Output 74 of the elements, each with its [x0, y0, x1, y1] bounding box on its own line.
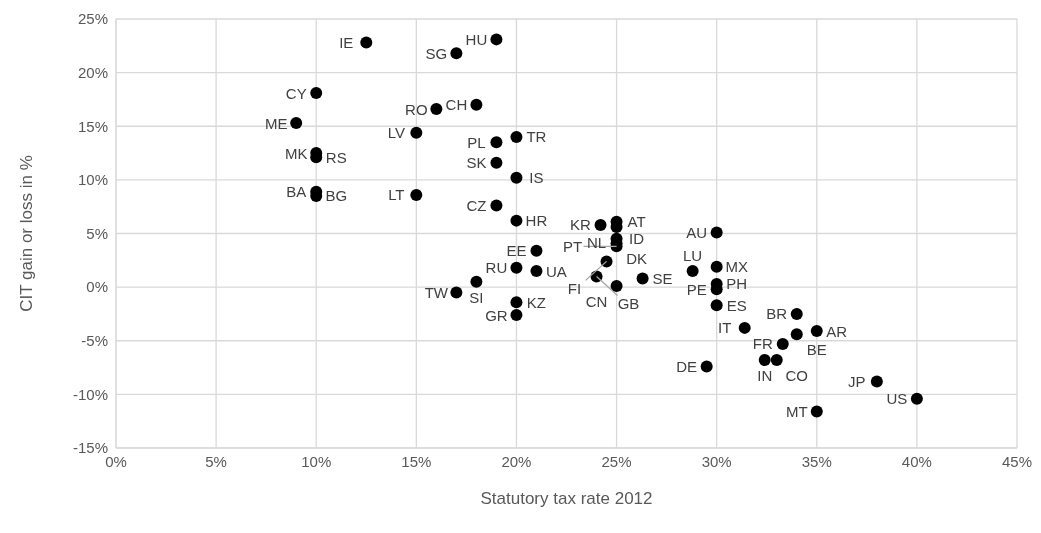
annotation: CN — [585, 293, 608, 311]
annotation: ID — [629, 230, 645, 248]
annotation: CZ — [466, 197, 487, 215]
annotation: LV — [387, 124, 405, 142]
annotation: SK — [466, 154, 487, 172]
x-tick-label: 30% — [701, 452, 732, 470]
annotation: PE — [686, 280, 707, 298]
annotation: RU — [485, 259, 508, 277]
annotation: DE — [676, 357, 698, 375]
x-tick-label: 15% — [401, 452, 432, 470]
annotation: LT — [388, 186, 405, 204]
x-tick-label: 0% — [105, 452, 127, 470]
annotation: DK — [626, 250, 647, 268]
annotation: AU — [686, 223, 708, 241]
annotation: MX — [725, 258, 748, 276]
x-tick-label: 25% — [601, 452, 632, 470]
annotation: BG — [325, 187, 348, 205]
x-tick-label: 10% — [301, 452, 332, 470]
annotation: RS — [325, 148, 347, 166]
annotation: BE — [806, 341, 827, 359]
annotation: PT — [562, 237, 583, 255]
annotation: IT — [718, 319, 732, 337]
annotation: BR — [766, 305, 788, 323]
annotation: KR — [570, 216, 592, 234]
y-tick-label: 25% — [77, 10, 108, 28]
annotation: CY — [285, 84, 307, 102]
annotation: SI — [469, 288, 484, 306]
annotation: IE — [339, 34, 354, 52]
x-tick-label: 35% — [801, 452, 832, 470]
annotation: GB — [617, 295, 640, 313]
y-tick-label: 0% — [86, 278, 108, 296]
annotation: GR — [485, 306, 508, 324]
annotation: ES — [726, 296, 747, 314]
x-tick-label: 45% — [1001, 452, 1033, 470]
y-tick-label: 5% — [86, 224, 108, 242]
annotation: MK — [284, 144, 308, 162]
y-tick-label: 15% — [77, 117, 108, 135]
annotation: FI — [567, 280, 582, 298]
annotation: ME — [264, 114, 288, 132]
annotation: US — [886, 390, 908, 408]
annotation: SG — [425, 44, 448, 62]
y-tick-label: 10% — [77, 171, 108, 189]
annotation: TR — [526, 128, 547, 146]
annotation: MT — [785, 403, 808, 421]
annotation: UA — [546, 262, 567, 280]
annotation: IS — [529, 169, 544, 187]
annotation: BA — [286, 183, 307, 201]
annotation: RO — [405, 100, 428, 118]
annotation: CH — [445, 96, 468, 114]
annotation: FR — [752, 335, 773, 353]
x-tick-label: 40% — [901, 452, 932, 470]
annotation: CO — [785, 367, 808, 385]
annotation: AT — [627, 213, 646, 231]
annotation: PL — [467, 133, 486, 151]
y-tick-label: -10% — [72, 385, 108, 403]
annotation: IN — [757, 367, 773, 385]
annotation: HU — [465, 30, 488, 48]
annotation: PH — [726, 275, 748, 293]
y-axis-title: CIT gain or loss in % — [17, 155, 37, 312]
annotation: SE — [652, 270, 673, 288]
annotation: JP — [848, 373, 866, 391]
x-tick-label: 20% — [501, 452, 532, 470]
y-tick-label: 20% — [77, 63, 108, 81]
annotation: AR — [826, 322, 848, 340]
annotation: KZ — [526, 293, 547, 311]
x-axis-title: Statutory tax rate 2012 — [480, 489, 653, 508]
x-tick-label: 5% — [205, 452, 227, 470]
y-tick-label: -5% — [81, 332, 108, 350]
annotation: TW — [424, 283, 449, 301]
annotation: LU — [683, 247, 703, 265]
annotation: NL — [586, 234, 607, 252]
annotation: HR — [525, 212, 548, 230]
annotation: EE — [506, 242, 527, 260]
y-tick-label: -15% — [72, 439, 108, 457]
